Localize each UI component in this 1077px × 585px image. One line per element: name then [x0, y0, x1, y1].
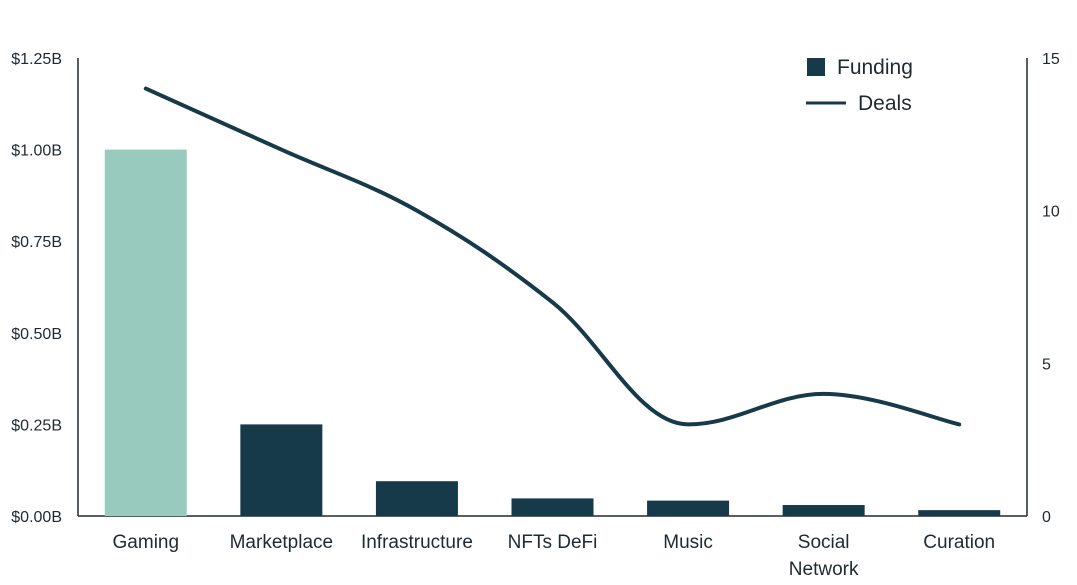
left-tick-label: $1.00B: [11, 143, 62, 160]
funding-bar-nfts-defi: [511, 498, 594, 516]
category-label: Network: [789, 559, 859, 580]
axes: [77, 58, 1028, 517]
funding-bar-marketplace: [240, 424, 323, 516]
funding-bar-infrastructure: [375, 481, 458, 516]
funding-bar-music: [647, 500, 730, 516]
legend-swatch-funding: [807, 58, 825, 76]
funding-bar-curation: [918, 510, 1001, 516]
left-tick-label: $0.75B: [11, 234, 62, 251]
category-label: Marketplace: [230, 532, 334, 553]
category-label: Gaming: [113, 532, 180, 553]
funding-bar-social-network: [782, 505, 865, 516]
left-axis-ticks: $0.00B $0.25B $0.50B $0.75B $1.00B $1.25B: [11, 51, 62, 526]
deals-line: [143, 86, 962, 427]
legend-label-funding: Funding: [837, 56, 913, 79]
category-label: Social: [798, 532, 850, 553]
right-tick-label: 15: [1042, 51, 1060, 68]
funding-bars: [104, 149, 1001, 516]
left-tick-label: $0.00B: [11, 509, 62, 526]
category-label: NFTs DeFi: [508, 532, 598, 553]
right-axis-ticks: 0 5 10 15: [1042, 51, 1060, 526]
category-label: Infrastructure: [361, 532, 473, 553]
right-tick-label: 10: [1042, 204, 1060, 221]
funding-bar-gaming: [104, 149, 187, 516]
legend: Funding Deals: [806, 56, 913, 115]
right-tick-label: 5: [1042, 356, 1051, 373]
legend-label-deals: Deals: [858, 92, 912, 115]
category-label: Music: [663, 532, 713, 553]
right-tick-label: 0: [1042, 509, 1051, 526]
left-tick-label: $0.50B: [11, 326, 62, 343]
left-tick-label: $0.25B: [11, 417, 62, 434]
category-labels: Gaming Marketplace Infrastructure NFTs DeFi…: [113, 532, 996, 580]
left-tick-label: $1.25B: [11, 51, 62, 68]
category-label: Curation: [923, 532, 995, 553]
